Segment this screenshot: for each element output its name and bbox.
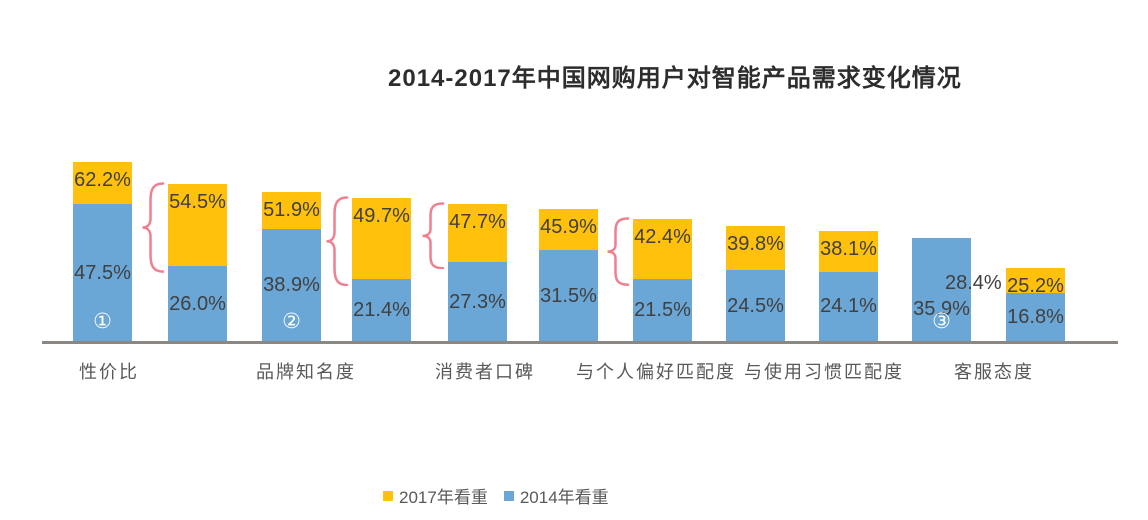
growth-brace-icon (422, 201, 445, 270)
bar-7-2017-value-label: 42.4% (634, 225, 691, 248)
bar-4-2014-value-label: 21.4% (353, 299, 410, 322)
bar-5-2017-value-label: 47.7% (449, 210, 506, 233)
bar-1-2017-value-label: 62.2% (74, 168, 131, 191)
bar-10-2014-segment (912, 237, 971, 341)
bar-2-2014-segment (168, 266, 227, 341)
growth-brace-icon (142, 182, 165, 273)
bar-11-2014-value-label: 16.8% (1007, 305, 1064, 328)
bar-1-2014-value-label: 47.5% (74, 261, 131, 284)
bar-5-2014-value-label: 27.3% (449, 290, 506, 313)
circled-number-③-annotation: ③ (932, 310, 951, 333)
legend-item-2014: 2014年看重 (503, 483, 609, 508)
bar-3-2017-segment (262, 191, 321, 229)
bar-9-2017-segment (819, 231, 878, 272)
bar-3-2017-value-label: 51.9% (263, 198, 320, 221)
legend-swatch-2014-icon (503, 490, 514, 501)
bar-11-2017-segment (1006, 268, 1065, 293)
bar-7-2014-segment (633, 279, 692, 341)
bar-4-2017-segment (352, 197, 411, 280)
bar-6-2017-segment (539, 208, 598, 251)
bar-9-2014-value-label: 24.1% (820, 295, 877, 318)
bar-11-2017-value-label: 25.2% (1007, 275, 1064, 298)
x-axis-label-1: 性价比 (79, 362, 139, 382)
x-axis-label-6: 客服态度 (954, 362, 1034, 382)
bar-3-2014-value-label: 38.9% (263, 273, 320, 296)
bar-9-2014-segment (819, 271, 878, 341)
bar-10-2017-value-label: 28.4% (945, 272, 1002, 294)
bar-3-2014-segment (262, 228, 321, 341)
legend-swatch-2017-icon (383, 490, 393, 501)
growth-brace-icon (607, 217, 630, 286)
bar-5-2017-segment (448, 203, 507, 263)
x-axis-label-5: 与使用习惯匹配度 (744, 362, 904, 382)
bar-4-2014-segment (352, 279, 411, 341)
chart-legend: 2017年看重 2014年看重 (383, 483, 609, 508)
x-axis-line (42, 341, 1118, 344)
bar-8-2014-value-label: 24.5% (727, 294, 784, 317)
x-axis-label-4: 与个人偏好匹配度 (576, 362, 736, 382)
legend-label-2014: 2014年看重 (519, 488, 609, 507)
bar-8-2017-value-label: 39.8% (727, 233, 784, 256)
legend-item-2017: 2017年看重 (383, 483, 488, 508)
bar-9-2017-value-label: 38.1% (820, 238, 877, 261)
bar-8-2017-segment (726, 226, 785, 271)
bar-5-2014-segment (448, 262, 507, 341)
bar-8-2014-segment (726, 270, 785, 341)
circled-number-②-annotation: ② (282, 310, 301, 333)
bar-10-2014-value-label: 35.9% (913, 298, 970, 320)
x-axis-label-3: 消费者口碑 (435, 362, 535, 382)
chart-title: 2014-2017年中国网购用户对智能产品需求变化情况 (388, 65, 962, 92)
bar-1-2017-segment (73, 161, 132, 205)
bar-1-2014-segment (73, 204, 132, 341)
bar-2-2017-segment (168, 184, 227, 267)
bar-6-2017-value-label: 45.9% (540, 215, 597, 238)
growth-brace-icon (326, 196, 349, 287)
circled-number-①-annotation: ① (93, 310, 112, 333)
x-axis-label-2: 品牌知名度 (256, 362, 356, 382)
bar-2-2014-value-label: 26.0% (169, 292, 226, 315)
bar-6-2014-value-label: 31.5% (540, 284, 597, 307)
bar-7-2017-segment (633, 218, 692, 280)
bar-4-2017-value-label: 49.7% (353, 204, 410, 227)
bar-7-2014-value-label: 21.5% (634, 299, 691, 322)
bar-6-2014-segment (539, 250, 598, 341)
bar-11-2014-segment (1006, 292, 1065, 341)
legend-label-2017: 2017年看重 (399, 488, 488, 507)
bar-2-2017-value-label: 54.5% (169, 191, 226, 214)
